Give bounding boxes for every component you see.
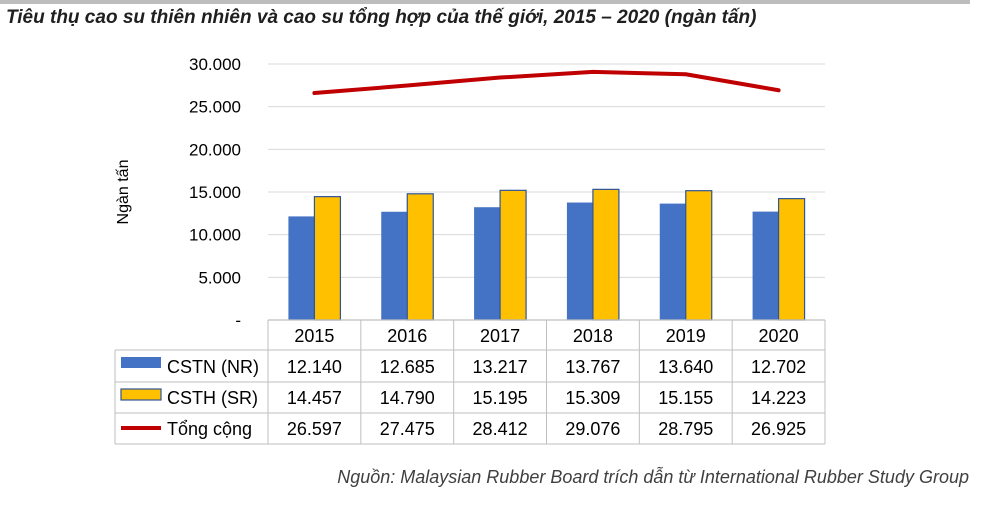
table-cell: 28.412 [473,419,528,439]
bar-csth [499,189,527,321]
table-cell: 14.457 [287,388,342,408]
chart: - 5.000 10.000 15.000 20.000 25.000 30.000 Ngàn… [114,55,826,445]
bar-csth [685,190,713,321]
y-tick-label: 10.000 [189,226,241,245]
bars-layer [288,188,806,321]
table-cell: 13.217 [473,357,528,377]
bar-cstn [566,202,593,320]
y-axis-title: Ngàn tấn [115,160,132,225]
table-cell: 28.795 [658,419,713,439]
legend-label: Tổng cộng [167,419,252,439]
table-cell: 29.076 [565,419,620,439]
bar-cstn [752,211,779,320]
chart-title: Tiêu thụ cao su thiên nhiên và cao su tổ… [6,7,757,28]
y-tick-label: 30.000 [189,55,241,74]
bar-csth [592,188,620,321]
y-tick-label: 15.000 [189,183,241,202]
table-cell: 13.767 [565,357,620,377]
bar-csth [777,198,806,321]
legend-label: CSTN (NR) [167,357,259,377]
x-tick-label: 2017 [480,326,520,346]
bar-cstn [288,216,315,320]
top-rule [0,0,970,4]
legend-key-cstn [121,357,161,368]
table-cell: 26.597 [287,419,342,439]
y-tick-label: - [235,311,241,330]
legend-key-csth [120,388,162,401]
grid-layer [268,63,825,278]
y-tick-label: 20.000 [189,140,241,159]
table-cell: 15.155 [658,388,713,408]
table-cell: 15.309 [565,388,620,408]
legend-label: CSTH (SR) [167,388,258,408]
bar-cstn [381,211,408,320]
table-cell: 12.685 [380,357,435,377]
x-tick-label: 2019 [666,326,706,346]
x-tick-label: 2016 [387,326,427,346]
bar-cstn [659,203,686,320]
x-tick-label: 2018 [573,326,613,346]
table-cell: 27.475 [380,419,435,439]
table-cell: 12.140 [287,357,342,377]
bar-csth [406,193,434,321]
table-cell: 26.925 [751,419,806,439]
line-layer [312,69,781,96]
table-cell: 15.195 [473,388,528,408]
table-cell: 13.640 [658,357,713,377]
table-cell: 14.223 [751,388,806,408]
line-tong-cong [312,69,781,96]
bar-cstn [474,207,501,320]
table-cell: 14.790 [380,388,435,408]
bar-csth [313,196,342,321]
data-table: 2015 2016 2017 2018 2019 2020 CSTN (NR) 12.140 1… [114,319,826,445]
axis-layer: - 5.000 10.000 15.000 20.000 25.000 30.000 Ngàn… [115,55,241,330]
x-tick-label: 2020 [759,326,799,346]
table-cell: 12.702 [751,357,806,377]
y-tick-label: 25.000 [189,98,241,117]
x-tick-label: 2015 [294,326,334,346]
source-note: Nguồn: Malaysian Rubber Board trích dẫn … [337,467,969,487]
y-tick-label: 5.000 [198,268,241,287]
